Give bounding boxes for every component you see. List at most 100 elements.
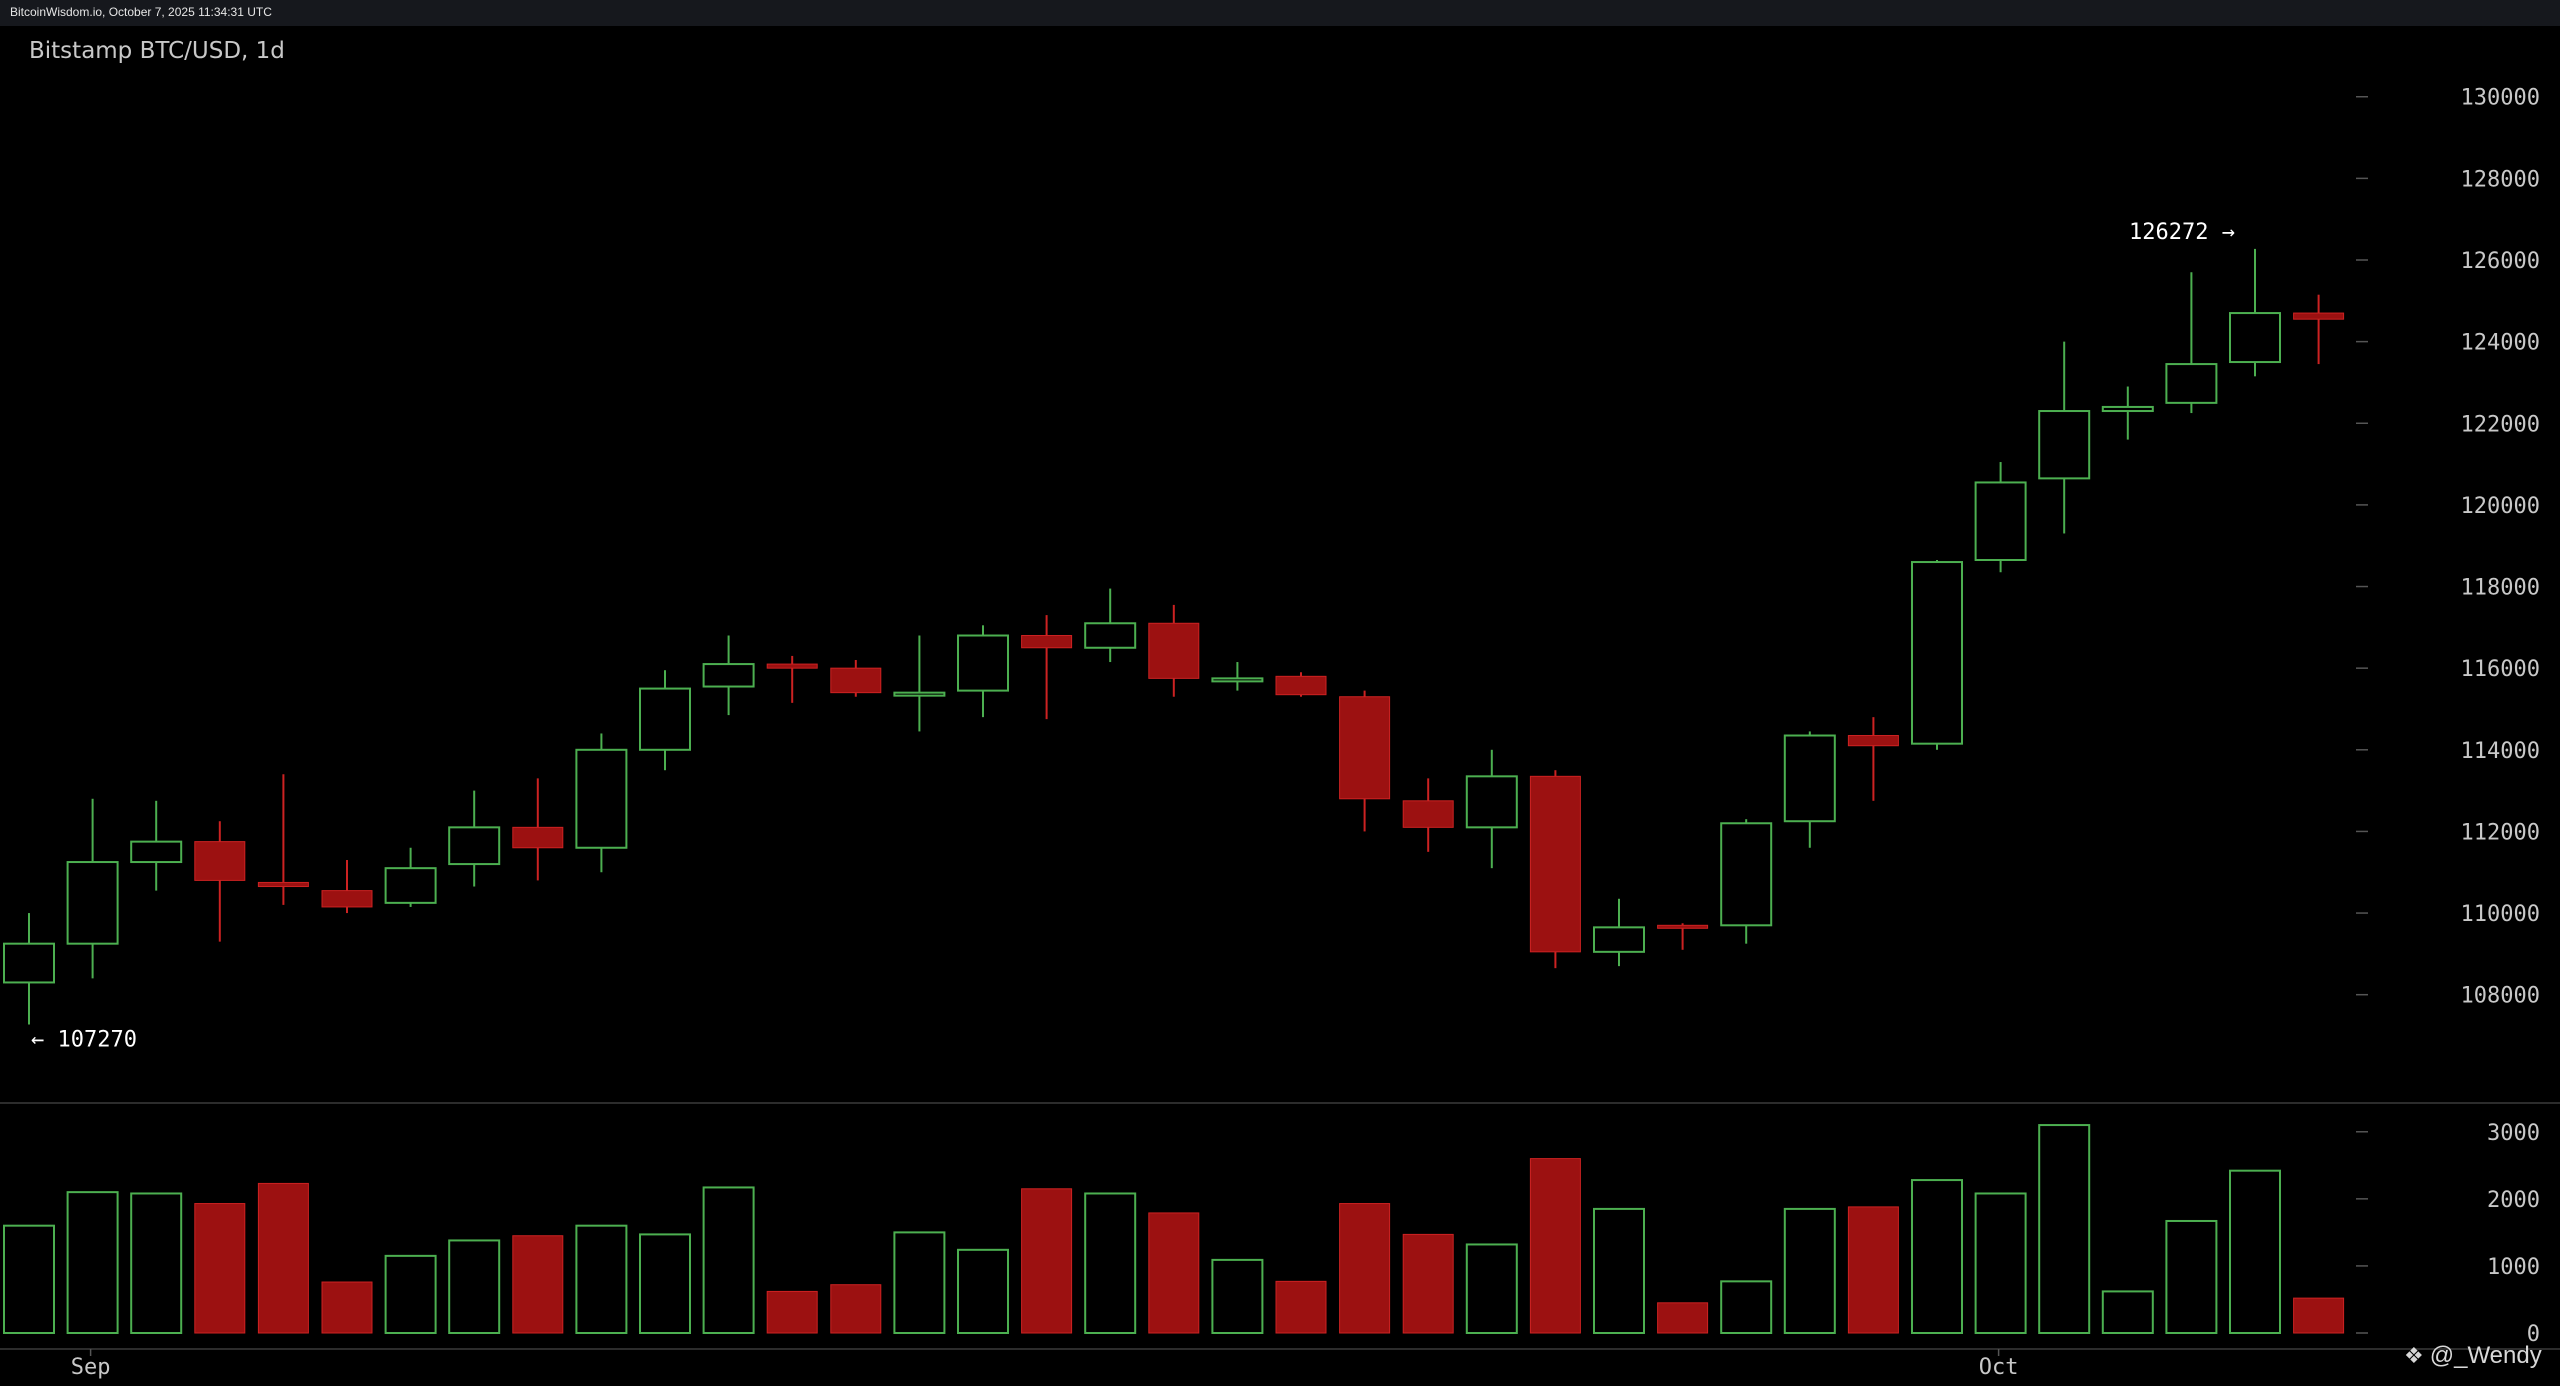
- candle-body: [830, 667, 882, 694]
- candles: [3, 248, 2345, 1025]
- candle: [1974, 462, 2027, 573]
- price-axis: 108000 110000 112000 114000 116000 118000 1200…: [2356, 86, 2540, 1009]
- volume-bar: [1402, 1233, 1454, 1334]
- candle: [1529, 770, 1581, 969]
- candle-body: [66, 861, 119, 945]
- watermark: ❖ @_Wendy: [2404, 1342, 2542, 1370]
- volume-bar: [1148, 1212, 1200, 1334]
- volume-bar: [2229, 1169, 2281, 1334]
- candle-body: [1275, 675, 1327, 696]
- price-tick-label: 116000: [2461, 657, 2540, 682]
- candle: [893, 635, 946, 732]
- volume-bar: [1720, 1280, 1773, 1335]
- candle-body: [1657, 924, 1709, 929]
- candle: [575, 733, 628, 873]
- volume-bar: [1084, 1192, 1137, 1334]
- price-tick-label: 124000: [2461, 331, 2540, 356]
- volume-tick-label: 2000: [2487, 1188, 2540, 1213]
- volume-bar: [1465, 1243, 1518, 1335]
- volume-bar: [2165, 1219, 2218, 1335]
- watermark-text: @_Wendy: [2429, 1342, 2542, 1369]
- low-price-annotation: ← 107270: [31, 1027, 137, 1052]
- candle-body: [893, 691, 946, 697]
- candle-body: [575, 748, 628, 849]
- candle: [702, 635, 755, 716]
- candle: [321, 860, 373, 914]
- price-tick-label: 110000: [2461, 902, 2540, 927]
- candle: [66, 798, 119, 979]
- volume-bars: [3, 1124, 2345, 1335]
- candle-body: [1720, 822, 1773, 927]
- volume-bar: [575, 1224, 628, 1334]
- volume-bar: [1911, 1179, 1963, 1334]
- volume-bar: [2293, 1297, 2345, 1334]
- candle-body: [321, 890, 373, 908]
- volume-bar: [1021, 1188, 1073, 1334]
- candle: [1720, 819, 1773, 944]
- candle-body: [2101, 405, 2154, 413]
- price-annotations: ← 107270 126272 →: [31, 220, 2235, 1053]
- volume-bar: [1593, 1207, 1645, 1335]
- candle: [384, 847, 437, 907]
- chart-title: Bitstamp BTC/USD, 1d: [29, 38, 285, 64]
- source-bar: BitcoinWisdom.io, October 7, 2025 11:34:…: [0, 0, 2560, 26]
- volume-tick-label: 3000: [2487, 1121, 2540, 1146]
- volume-bar: [766, 1290, 818, 1334]
- volume-bar: [1974, 1192, 2027, 1334]
- candle-body: [1783, 734, 1836, 823]
- candle-body: [639, 687, 691, 751]
- volume-bar: [2101, 1290, 2154, 1335]
- volume-bar: [1657, 1302, 1709, 1334]
- candle-body: [1593, 926, 1645, 953]
- candle: [1084, 588, 1137, 663]
- volume-tick-label: 0: [2527, 1322, 2540, 1347]
- candle-body: [1084, 622, 1137, 649]
- candle-body: [384, 867, 437, 904]
- candle: [3, 913, 55, 1025]
- candle-body: [702, 663, 755, 688]
- candle: [1847, 717, 1899, 801]
- candle: [1275, 672, 1327, 697]
- candle: [1593, 898, 1645, 967]
- candle: [257, 774, 309, 905]
- candle-body: [194, 841, 246, 881]
- volume-bar: [702, 1186, 755, 1335]
- candle-body: [448, 826, 501, 866]
- time-tick-label: Oct: [1979, 1355, 2019, 1380]
- candle: [830, 660, 882, 697]
- candle: [194, 821, 246, 942]
- volume-bar: [1783, 1207, 1836, 1335]
- price-tick-label: 122000: [2461, 412, 2540, 437]
- candle-body: [1974, 481, 2027, 561]
- candle-body: [1402, 800, 1454, 828]
- price-tick-label: 112000: [2461, 820, 2540, 845]
- candle-body: [512, 826, 564, 849]
- price-tick-label: 126000: [2461, 249, 2540, 274]
- candle-body: [257, 881, 309, 888]
- candle-body: [1465, 775, 1518, 829]
- candle: [2165, 272, 2218, 414]
- volume-bar: [1339, 1203, 1391, 1334]
- volume-bar: [1847, 1206, 1899, 1334]
- volume-bar: [957, 1248, 1009, 1334]
- volume-bar: [893, 1231, 946, 1335]
- volume-bar: [639, 1233, 691, 1335]
- candle-body: [2165, 363, 2218, 404]
- price-tick-label: 120000: [2461, 494, 2540, 519]
- volume-bar: [2038, 1124, 2091, 1334]
- candle: [1148, 604, 1200, 697]
- candle: [1911, 560, 1963, 750]
- volume-bar: [1275, 1280, 1327, 1334]
- volume-bar: [257, 1182, 309, 1334]
- candle-body: [1529, 775, 1581, 953]
- volume-bar: [512, 1235, 564, 1334]
- candle: [639, 670, 691, 771]
- volume-bar: [3, 1224, 55, 1334]
- candle-body: [2038, 410, 2091, 480]
- volume-bar: [130, 1192, 183, 1334]
- candle: [1339, 690, 1391, 832]
- candle-body: [1211, 677, 1264, 683]
- volume-bar: [66, 1191, 119, 1334]
- candle-body: [1847, 735, 1899, 747]
